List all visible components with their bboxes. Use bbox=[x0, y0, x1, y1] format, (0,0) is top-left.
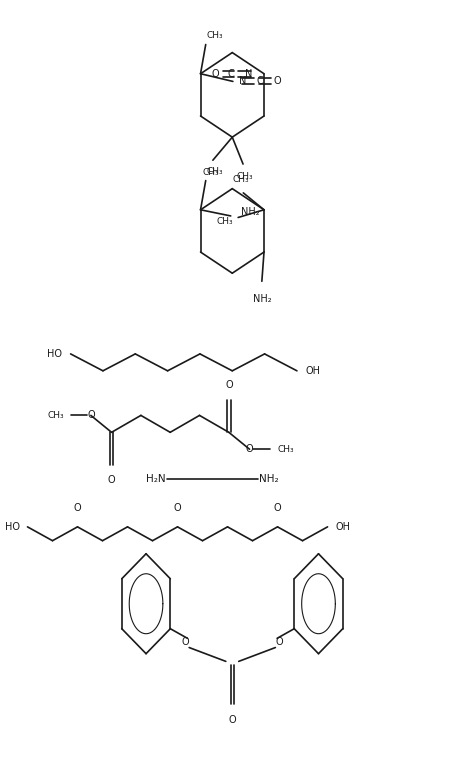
Text: HO: HO bbox=[47, 349, 62, 359]
Text: CH₃: CH₃ bbox=[277, 444, 294, 454]
Text: CH₃: CH₃ bbox=[206, 167, 223, 176]
Text: O: O bbox=[225, 380, 232, 390]
Text: O: O bbox=[275, 637, 283, 647]
Text: C: C bbox=[227, 68, 234, 78]
Text: N: N bbox=[239, 76, 246, 86]
Text: CH₃: CH₃ bbox=[216, 217, 232, 226]
Text: C: C bbox=[256, 76, 263, 86]
Text: CH₃: CH₃ bbox=[202, 168, 219, 177]
Text: CH₃: CH₃ bbox=[206, 31, 223, 40]
Text: O: O bbox=[211, 68, 218, 78]
Text: CH₃: CH₃ bbox=[235, 172, 252, 181]
Text: O: O bbox=[228, 715, 235, 725]
Text: H₂N: H₂N bbox=[146, 474, 165, 484]
Text: OH: OH bbox=[305, 366, 320, 376]
Text: CH₃: CH₃ bbox=[232, 175, 249, 183]
Text: OH: OH bbox=[335, 522, 350, 532]
Text: O: O bbox=[273, 503, 281, 513]
Text: O: O bbox=[173, 503, 181, 513]
Text: O: O bbox=[181, 637, 188, 647]
Text: N: N bbox=[244, 68, 251, 78]
Text: O: O bbox=[273, 76, 281, 86]
Text: O: O bbox=[74, 503, 81, 513]
Text: NH₂: NH₂ bbox=[259, 474, 278, 484]
Text: NH₂: NH₂ bbox=[241, 207, 259, 217]
Text: CH₃: CH₃ bbox=[47, 411, 64, 420]
Text: O: O bbox=[245, 444, 253, 455]
Text: O: O bbox=[87, 410, 94, 420]
Text: O: O bbox=[107, 475, 115, 485]
Text: HO: HO bbox=[5, 522, 20, 532]
Text: NH₂: NH₂ bbox=[252, 294, 271, 304]
